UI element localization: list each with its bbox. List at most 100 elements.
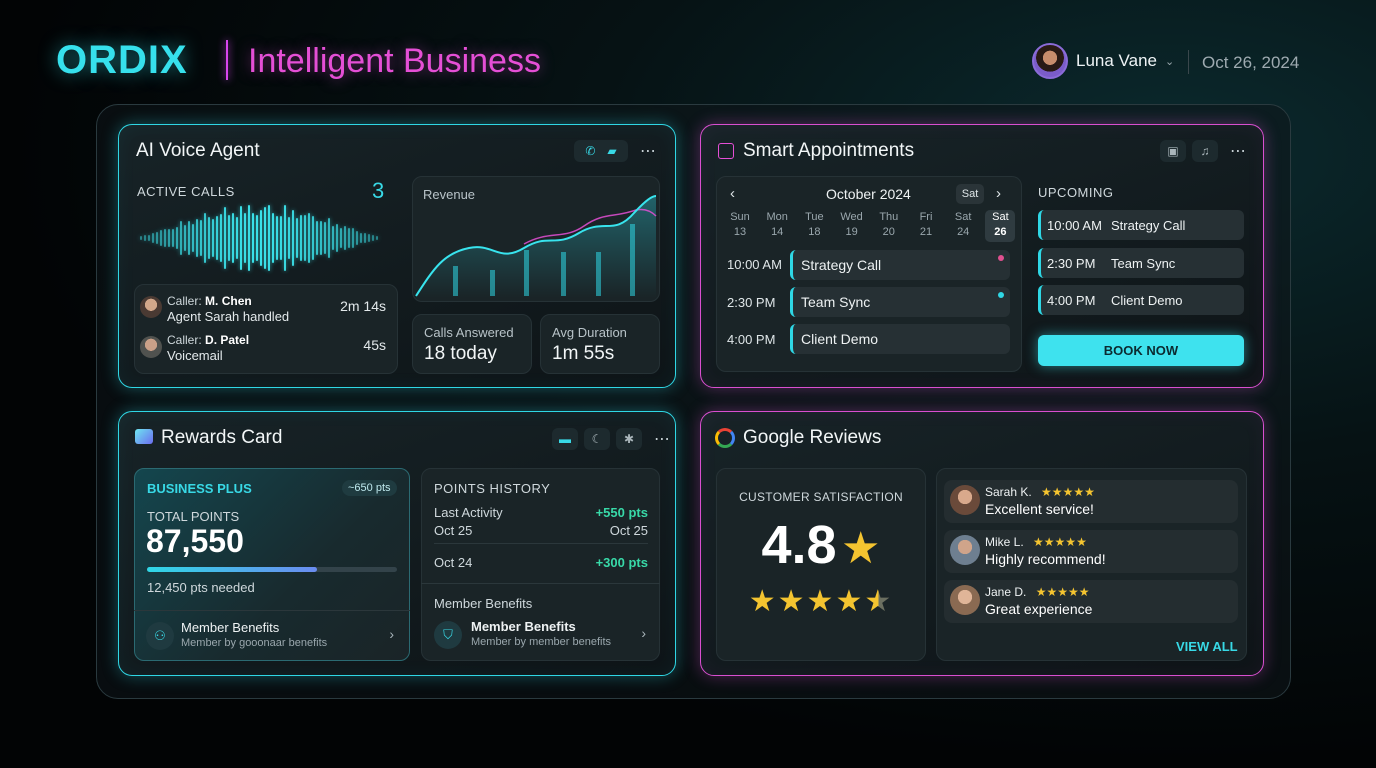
reviewer-name: Sarah K. <box>985 485 1032 499</box>
divider <box>134 610 410 611</box>
caller-avatar <box>140 336 162 358</box>
brand-logo[interactable]: ORDIX <box>56 38 188 82</box>
view-all-link[interactable]: VIEW ALL <box>1176 639 1238 654</box>
calendar-day[interactable]: Wed 19 <box>837 210 867 242</box>
points-history-label: POINTS HISTORY <box>434 481 551 496</box>
waveform-bar <box>340 227 342 249</box>
calendar-view-chip[interactable]: Sat <box>956 184 984 204</box>
waveform-bar <box>164 228 166 248</box>
waveform-bar <box>264 207 266 269</box>
call-row[interactable]: Caller: M. Chen Agent Sarah handled 2m 1… <box>140 294 392 328</box>
calendar-sync-icon[interactable]: ▣ <box>1160 140 1186 162</box>
waveform-bar <box>172 228 174 248</box>
upcoming-event: Team Sync <box>1111 255 1176 271</box>
waveform-bar <box>156 232 158 244</box>
chevron-right-icon[interactable]: › <box>389 626 394 642</box>
calendar-day[interactable]: Sat 26 <box>985 210 1016 242</box>
moon-icon[interactable]: ☾ <box>584 428 610 450</box>
waveform-bar <box>328 217 330 259</box>
calendar-day[interactable]: Sun 13 <box>725 210 755 242</box>
rewards-card-icon <box>135 429 153 444</box>
waveform-bar <box>324 222 326 254</box>
user-name[interactable]: Luna Vane <box>1076 51 1157 70</box>
calendar-day[interactable]: Tue 18 <box>799 210 829 242</box>
chevron-right-icon[interactable]: › <box>641 625 646 641</box>
avg-duration-label: Avg Duration <box>552 325 627 340</box>
reviewer-name: Jane D. <box>985 585 1027 599</box>
more-options-icon[interactable]: ⋯ <box>1230 143 1247 160</box>
user-menu[interactable]: Luna Vane ⌄ <box>1032 43 1174 79</box>
bell-icon[interactable]: ♫ <box>1192 140 1218 162</box>
member-benefits-row[interactable]: ⚇ Member Benefits Member by gooonaar ben… <box>146 620 398 654</box>
phone-icon[interactable]: ✆ <box>585 144 596 158</box>
slot-time: 2:30 PM <box>727 295 776 310</box>
header: ORDIX Intelligent Business Luna Vane ⌄ O… <box>0 0 1376 100</box>
chevron-down-icon[interactable]: ⌄ <box>1164 55 1175 68</box>
waveform-bar <box>204 213 206 263</box>
phone-icon[interactable]: ✆ ▰ <box>574 140 628 162</box>
reviewer-avatar <box>950 535 980 565</box>
reviewer-avatar <box>950 585 980 615</box>
appointments-title: Smart Appointments <box>743 140 915 161</box>
user-avatar[interactable] <box>1032 43 1068 79</box>
waveform-bar <box>244 213 246 263</box>
waveform-bar <box>356 230 358 246</box>
waveform-bar <box>192 224 194 252</box>
waveform-bar <box>300 215 302 261</box>
revenue-label: Revenue <box>423 187 476 202</box>
star-icon: ★ <box>835 585 865 618</box>
appointment-slot[interactable]: Strategy Call <box>790 250 1010 280</box>
score-value: 4.8 <box>761 515 837 575</box>
calendar-day[interactable]: Sat 24 <box>948 210 978 242</box>
waveform-bar <box>320 221 322 255</box>
call-status: Agent Sarah handled <box>167 309 290 324</box>
rewards-title: Rewards Card <box>161 427 283 448</box>
waveform-bar <box>360 232 362 244</box>
upcoming-item[interactable]: 2:30 PM Team Sync <box>1038 248 1244 278</box>
upcoming-event: Strategy Call <box>1111 217 1186 233</box>
current-date: Oct 26, 2024 <box>1202 53 1300 72</box>
rating-stars: ★★★★★ <box>716 584 926 619</box>
status-dot <box>998 255 1004 261</box>
waveform-bar <box>372 235 374 241</box>
total-points-label: TOTAL POINTS <box>147 509 240 524</box>
reviews-title: Google Reviews <box>743 427 882 448</box>
appointments-toolbar: ▣ ♫ ⋯ <box>1160 140 1253 162</box>
points-progress-fill <box>147 567 317 572</box>
gear-icon[interactable]: ✱ <box>616 428 642 450</box>
wallet-icon[interactable]: ▬ <box>552 428 578 450</box>
more-options-icon[interactable]: ⋯ <box>640 143 657 160</box>
history-points: +300 pts <box>595 555 648 570</box>
member-benefits-row[interactable]: ⛉ Member Benefits Member by member benef… <box>434 619 648 653</box>
appointment-slot[interactable]: Team Sync <box>790 287 1010 317</box>
history-points: +550 pts <box>595 505 648 520</box>
upcoming-label: UPCOMING <box>1038 185 1114 200</box>
calendar-day[interactable]: Fri 21 <box>911 210 941 242</box>
book-now-button[interactable]: BOOK NOW <box>1038 335 1244 366</box>
prev-month-button[interactable]: ‹ <box>730 185 735 202</box>
waveform-bar <box>228 214 230 262</box>
waveform-bar <box>188 220 190 256</box>
review-item[interactable]: Sarah K. ★★★★★ Excellent service! <box>944 480 1238 523</box>
loyalty-card <box>134 468 410 661</box>
upcoming-item[interactable]: 10:00 AM Strategy Call <box>1038 210 1244 240</box>
appointment-slot[interactable]: Client Demo <box>790 324 1010 354</box>
more-options-icon[interactable]: ⋯ <box>654 431 671 448</box>
day-name: Thu <box>879 211 899 223</box>
next-month-button[interactable]: › <box>996 185 1001 202</box>
satisfaction-label: CUSTOMER SATISFACTION <box>739 490 903 504</box>
satisfaction-score: 4.8 ★ <box>716 514 926 576</box>
calendar-day[interactable]: Mon 14 <box>762 210 792 242</box>
call-row[interactable]: Caller: D. Patel Voicemail 45s <box>140 333 392 367</box>
review-item[interactable]: Jane D. ★★★★★ Great experience <box>944 580 1238 623</box>
waveform-bar <box>292 210 294 266</box>
benefits-title: Member Benefits <box>471 619 576 634</box>
day-name: Tue <box>805 211 824 223</box>
calendar-day[interactable]: Thu 20 <box>874 210 904 242</box>
caller-prefix: Caller: <box>167 333 202 347</box>
history-date: Oct 25 <box>609 523 648 538</box>
upcoming-item[interactable]: 4:00 PM Client Demo <box>1038 285 1244 315</box>
review-item[interactable]: Mike L. ★★★★★ Highly recommend! <box>944 530 1238 573</box>
message-icon[interactable]: ▰ <box>607 144 617 158</box>
waveform-bar <box>316 221 318 255</box>
